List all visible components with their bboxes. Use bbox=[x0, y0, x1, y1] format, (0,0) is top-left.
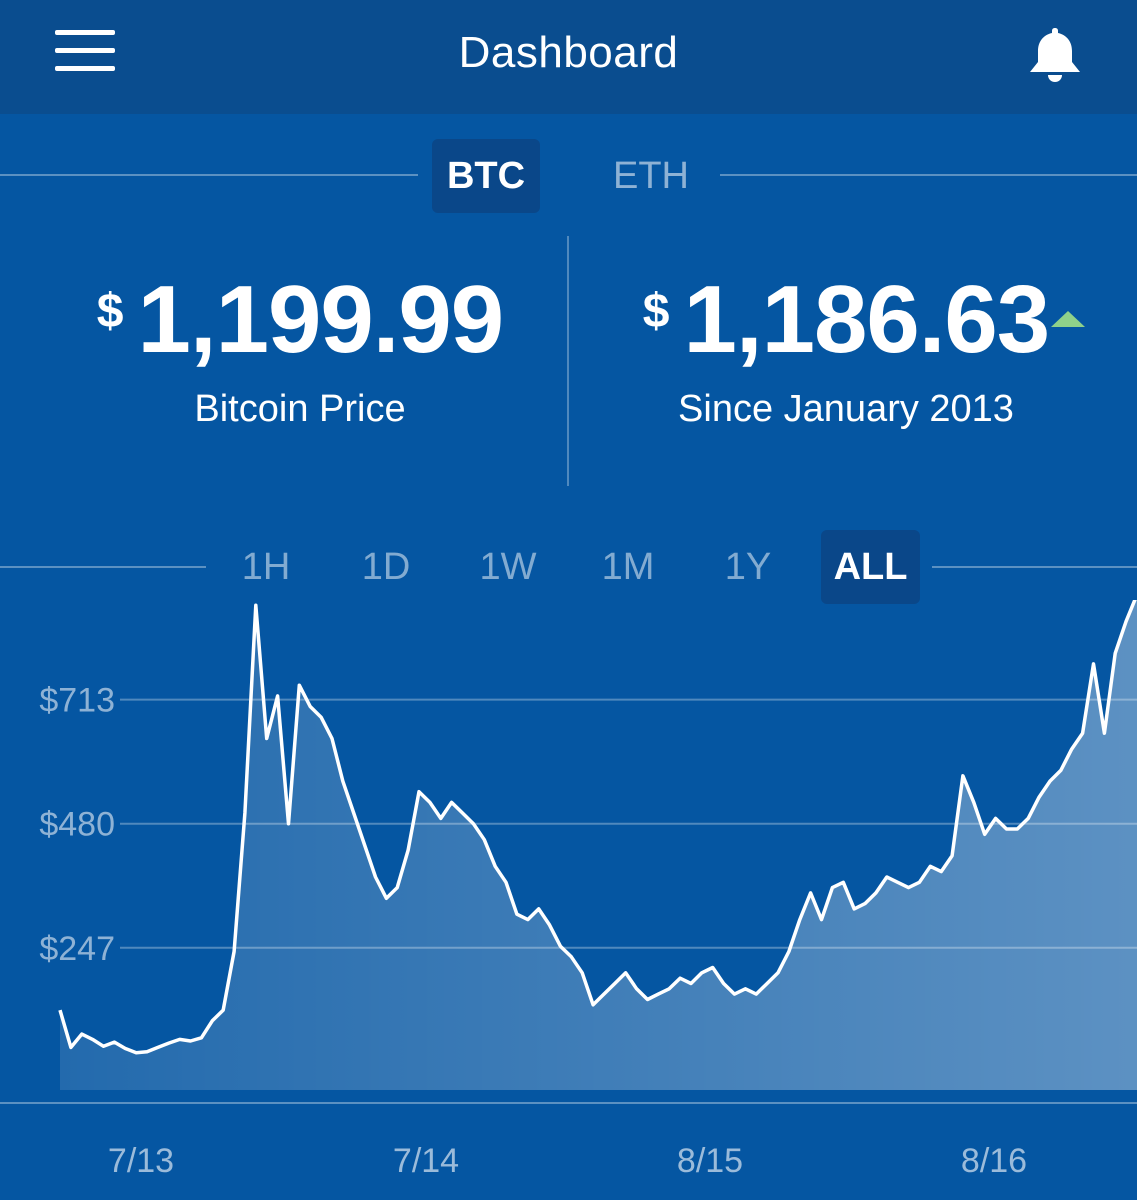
y-tick-label: $480 bbox=[39, 806, 115, 844]
x-tick-label: 7/14 bbox=[393, 1142, 459, 1180]
bitcoin-price-stat: $ 1,199.99 Bitcoin Price bbox=[40, 270, 560, 431]
price-change-value: 1,186.63 bbox=[683, 266, 1051, 373]
bitcoin-price-label: Bitcoin Price bbox=[194, 388, 406, 430]
range-tab-1m-label: 1M bbox=[601, 545, 655, 588]
range-tab-1w[interactable]: 1W bbox=[468, 530, 548, 604]
x-axis-ticks: 7/13 7/14 8/15 8/16 bbox=[108, 1142, 1027, 1180]
page-title: Dashboard bbox=[458, 28, 679, 77]
top-bar: Dashboard bbox=[0, 0, 1137, 114]
bitcoin-price-value: 1,199.99 bbox=[137, 266, 505, 373]
trend-up-icon bbox=[1051, 311, 1085, 327]
range-tab-1d[interactable]: 1D bbox=[346, 530, 426, 604]
y-axis-ticks: $713 $480 $247 bbox=[39, 682, 115, 968]
tab-btc-label: BTC bbox=[446, 154, 526, 197]
range-tab-1w-label: 1W bbox=[479, 545, 537, 588]
x-tick-label: 8/16 bbox=[961, 1142, 1027, 1180]
range-tab-1y[interactable]: 1Y bbox=[708, 530, 788, 604]
stats-divider bbox=[567, 236, 569, 486]
x-tick-label: 7/13 bbox=[108, 1142, 174, 1180]
price-chart[interactable]: $713 $480 $247 7/13 7/14 8/15 8/16 bbox=[0, 600, 1137, 1200]
y-tick-label: $713 bbox=[39, 682, 115, 720]
range-tab-all[interactable]: ALL bbox=[821, 530, 920, 604]
tab-eth-label: ETH bbox=[613, 154, 689, 197]
tab-eth[interactable]: ETH bbox=[596, 139, 706, 213]
range-tabs-divider-right bbox=[932, 566, 1137, 568]
price-line bbox=[58, 600, 1137, 1055]
hamburger-menu-icon[interactable] bbox=[55, 30, 115, 72]
currency-tabs-divider-left bbox=[0, 174, 418, 176]
price-change-stat: $ 1,186.63 Since January 2013 bbox=[586, 270, 1106, 431]
range-tab-1h-label: 1H bbox=[241, 545, 291, 588]
range-tabs-divider-left bbox=[0, 566, 206, 568]
bell-icon[interactable] bbox=[1024, 24, 1086, 84]
change-currency-symbol: $ bbox=[642, 285, 670, 338]
range-tab-1y-label: 1Y bbox=[724, 545, 772, 588]
currency-tabs-divider-right bbox=[720, 174, 1137, 176]
range-tab-1d-label: 1D bbox=[361, 545, 411, 588]
price-area-fill bbox=[60, 600, 1137, 1090]
x-tick-label: 8/15 bbox=[677, 1142, 743, 1180]
price-change-label: Since January 2013 bbox=[678, 388, 1014, 430]
tab-btc[interactable]: BTC bbox=[432, 139, 540, 213]
range-tab-all-label: ALL bbox=[833, 545, 908, 588]
price-currency-symbol: $ bbox=[96, 285, 124, 338]
range-tab-1h[interactable]: 1H bbox=[226, 530, 306, 604]
range-tab-1m[interactable]: 1M bbox=[588, 530, 668, 604]
y-tick-label: $247 bbox=[39, 930, 115, 968]
